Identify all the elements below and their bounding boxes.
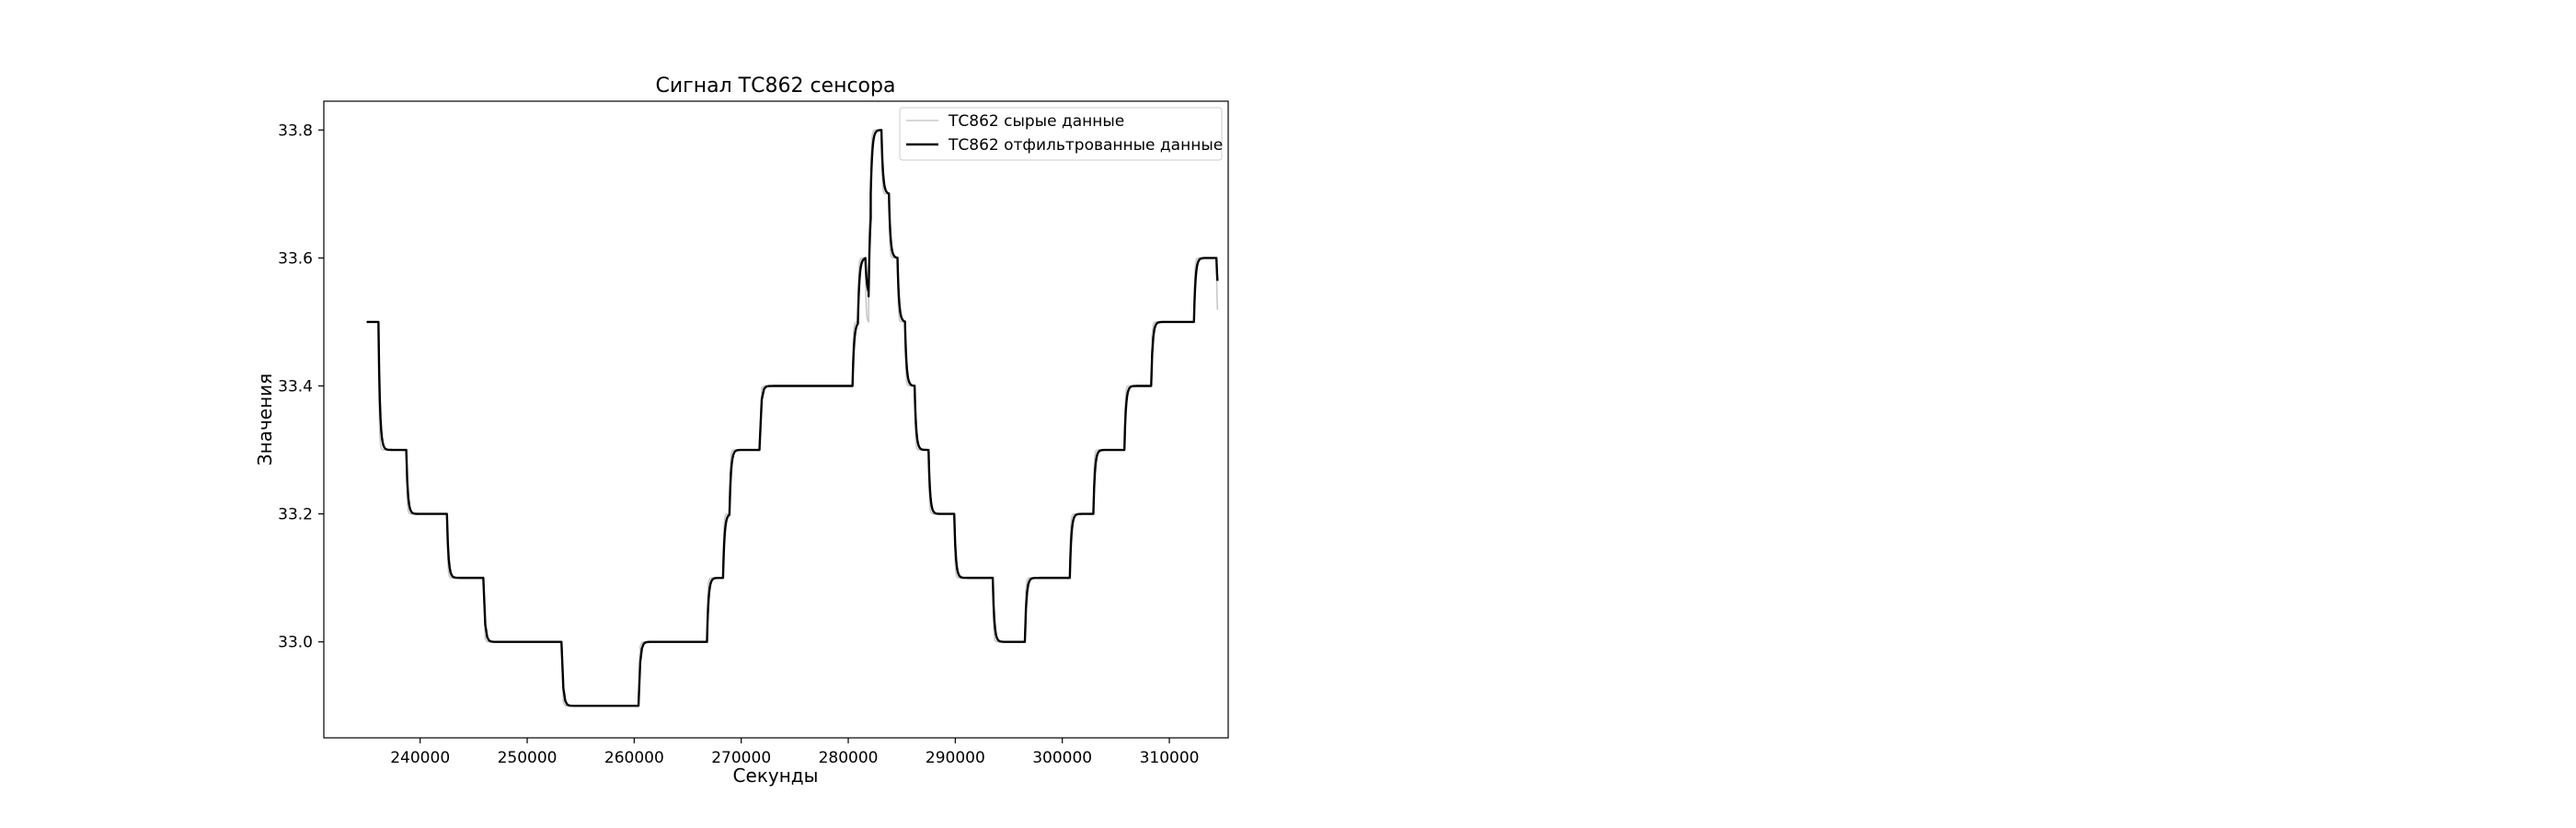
x-tick-label: 280000 <box>819 749 879 767</box>
plot-frame <box>323 100 1229 739</box>
chart-title: Сигнал ТС862 сенсора <box>656 75 896 98</box>
x-axis-label: Секунды <box>733 765 819 787</box>
legend-label-raw: ТС862 сырые данные <box>948 112 1124 131</box>
legend-box <box>899 107 1223 161</box>
y-tick-label: 33.4 <box>278 377 313 396</box>
y-tick-label: 33.0 <box>278 634 313 652</box>
x-tick-label: 240000 <box>390 749 450 767</box>
series-line-raw <box>366 129 1219 707</box>
x-tick-label: 290000 <box>926 749 985 767</box>
x-tick-label: 250000 <box>498 749 558 767</box>
x-axis: 240000 250000 260000 270000 280000 290000 3000… <box>390 738 1199 767</box>
x-tick-label: 270000 <box>711 749 771 767</box>
x-tick-label: 300000 <box>1032 749 1092 767</box>
y-axis-label: Значения <box>254 374 276 466</box>
legend-label-filtered: ТС862 отфильтрованные данные <box>948 136 1223 155</box>
legend: ТС862 сырые данные ТС862 отфильтрованные… <box>899 107 1223 161</box>
x-tick-label: 310000 <box>1140 749 1200 767</box>
y-axis: 33.0 33.2 33.4 33.6 33.8 <box>278 121 324 652</box>
y-tick-label: 33.2 <box>278 506 313 524</box>
series-line-filtered <box>365 129 1219 707</box>
plot-area <box>365 129 1219 707</box>
y-tick-label: 33.8 <box>278 121 313 140</box>
x-tick-label: 260000 <box>604 749 664 767</box>
y-tick-label: 33.6 <box>278 249 313 268</box>
